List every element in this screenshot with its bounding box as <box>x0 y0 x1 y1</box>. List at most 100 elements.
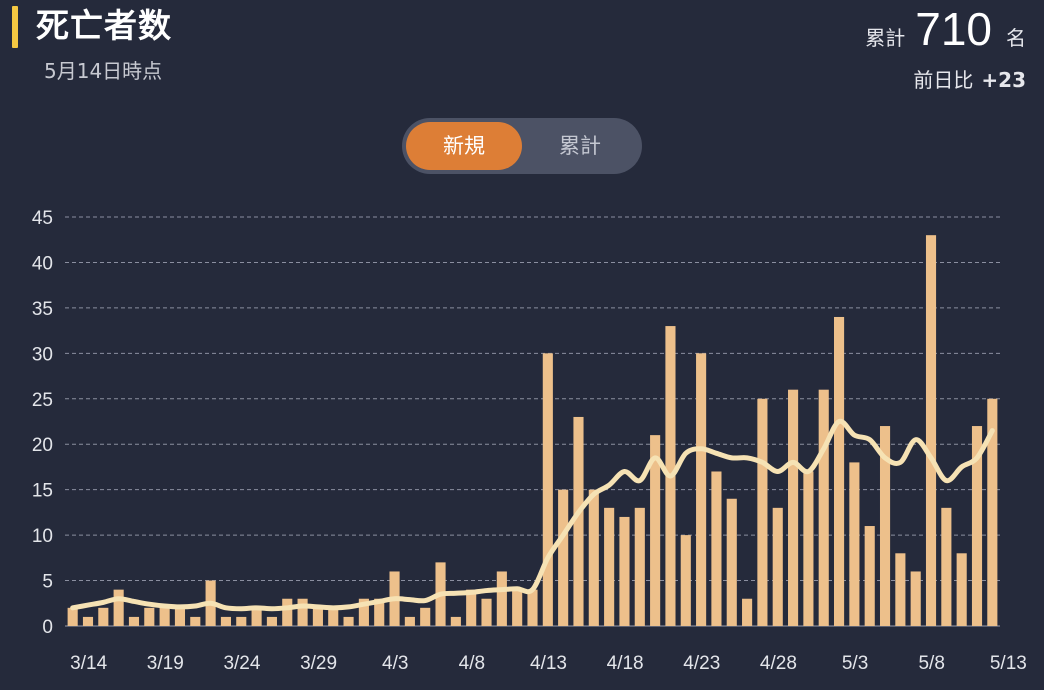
bar-4/6 <box>420 607 431 626</box>
bar-3/17 <box>113 589 124 626</box>
bar-5/10 <box>941 507 952 626</box>
bar-5/1 <box>803 471 814 626</box>
bar-5/3 <box>833 316 845 626</box>
x-tick-label: 5/3 <box>842 653 868 674</box>
bar-3/28 <box>282 598 293 626</box>
bar-4/25 <box>711 471 722 626</box>
bar-4/5 <box>404 616 415 626</box>
bar-4/15 <box>558 489 569 626</box>
bar-3/16 <box>98 607 109 626</box>
bar-3/30 <box>312 607 323 626</box>
bar-3/26 <box>251 607 262 626</box>
y-tick-label: 45 <box>32 208 53 229</box>
bar-5/7 <box>895 553 906 626</box>
total-label: 累計 <box>865 26 906 50</box>
total-row: 累計 710 名 <box>865 2 1026 65</box>
bar-4/28 <box>757 398 768 626</box>
bar-5/2 <box>818 389 829 626</box>
bar-3/31 <box>328 607 339 626</box>
bar-4/3 <box>374 598 385 626</box>
summary-panel: 累計 710 名 前日比 +23 <box>865 2 1026 93</box>
moving-average-line <box>70 418 995 612</box>
bar-4/18 <box>604 507 615 626</box>
x-tick-label: 5/8 <box>918 653 944 674</box>
bar-4/9 <box>466 589 477 626</box>
bar-3/21 <box>174 607 186 626</box>
view-toggle: 新規 累計 <box>402 118 642 174</box>
bar-4/16 <box>573 416 584 626</box>
bar-4/19 <box>619 516 630 626</box>
bar-4/2 <box>358 598 369 626</box>
bar-5/11 <box>956 553 967 626</box>
bar-5/4 <box>849 462 860 626</box>
x-tick-label: 5/13 <box>990 653 1027 674</box>
bar-4/30 <box>788 389 799 626</box>
bar-5/6 <box>879 426 891 626</box>
bar-4/8 <box>450 616 461 626</box>
x-tick-label: 4/23 <box>683 653 720 674</box>
y-tick-label: 15 <box>32 481 53 502</box>
y-axis: 0 5 10 15 20 25 30 35 40 45 <box>32 208 53 638</box>
x-tick-label: 3/24 <box>223 653 260 674</box>
bar-3/20 <box>159 607 170 626</box>
bar-4/24 <box>696 353 707 626</box>
bar-4/21 <box>650 435 661 626</box>
total-value: 710 <box>915 3 992 55</box>
bar-4/27 <box>742 598 753 626</box>
title-accent-bar <box>12 6 18 48</box>
x-tick-label: 4/3 <box>382 653 408 674</box>
bar-3/19 <box>144 607 155 626</box>
line-series <box>70 418 995 612</box>
toggle-new-button[interactable]: 新規 <box>406 122 522 170</box>
bar-3/25 <box>236 616 247 626</box>
bar-3/14 <box>67 607 78 626</box>
toggle-cumulative-button[interactable]: 累計 <box>559 134 601 158</box>
bar-4/29 <box>772 507 783 626</box>
bar-3/22 <box>190 616 201 626</box>
x-axis: 3/14 3/19 3/24 3/29 4/3 4/8 4/13 4/18 4/23 4/28 5/… <box>70 653 1027 674</box>
bar-series <box>67 235 998 626</box>
x-tick-label: 3/29 <box>300 653 337 674</box>
bar-4/20 <box>634 507 645 626</box>
deaths-chart: 0 5 10 15 20 25 30 35 40 45 3/14 3/19 3/24 3/29 4/3 4/… <box>32 208 1027 674</box>
bar-3/15 <box>82 616 94 626</box>
y-tick-label: 30 <box>32 344 53 365</box>
bar-4/26 <box>726 498 737 626</box>
x-tick-label: 4/8 <box>459 653 485 674</box>
x-tick-label: 4/28 <box>760 653 797 674</box>
bar-4/11 <box>496 571 507 626</box>
bar-4/10 <box>481 598 492 626</box>
x-tick-label: 3/14 <box>70 653 107 674</box>
y-tick-label: 5 <box>42 572 53 593</box>
bar-5/13 <box>987 398 998 626</box>
diff-label: 前日比 <box>913 68 974 92</box>
bar-3/24 <box>220 616 232 626</box>
y-tick-label: 40 <box>32 253 53 274</box>
bar-3/29 <box>297 598 308 626</box>
diff-value: +23 <box>981 68 1026 92</box>
bar-4/14 <box>542 353 553 626</box>
grid-lines <box>65 216 1000 627</box>
bar-5/12 <box>971 426 983 626</box>
bar-4/1 <box>343 616 354 626</box>
x-tick-label: 3/19 <box>147 653 184 674</box>
y-tick-label: 20 <box>32 435 53 456</box>
x-tick-label: 4/13 <box>530 653 567 674</box>
bar-3/27 <box>266 616 277 626</box>
x-tick-label: 4/18 <box>607 653 644 674</box>
bar-4/17 <box>588 489 599 626</box>
bar-4/12 <box>512 589 523 626</box>
bar-4/23 <box>680 535 691 626</box>
as-of-date: 5月14日時点 <box>44 59 163 83</box>
y-tick-label: 25 <box>32 390 53 411</box>
bar-5/9 <box>925 235 937 626</box>
y-tick-label: 10 <box>32 526 53 547</box>
bar-5/5 <box>864 526 875 626</box>
diff-row: 前日比 +23 <box>865 67 1026 93</box>
bar-5/8 <box>910 571 921 626</box>
y-tick-label: 35 <box>32 299 53 320</box>
total-unit: 名 <box>1006 26 1026 50</box>
page-title: 死亡者数 <box>36 6 172 45</box>
bar-4/13 <box>527 589 538 626</box>
y-tick-label: 0 <box>42 617 53 638</box>
